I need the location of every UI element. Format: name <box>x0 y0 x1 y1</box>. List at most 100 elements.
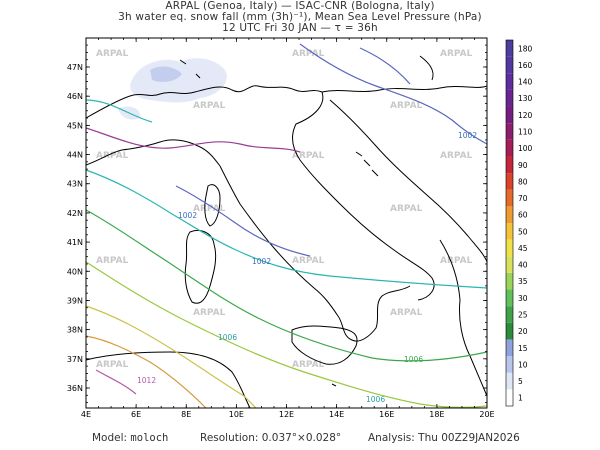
watermark: ARPAL <box>292 49 325 59</box>
colorbar-segment <box>506 89 513 107</box>
colorbar-segment <box>506 239 513 257</box>
isobar-labels: 1002 1002 1002 1006 1006 1006 1012 <box>137 131 477 404</box>
resolution-label: Resolution: <box>200 432 259 444</box>
colorbar-segment <box>506 173 513 190</box>
lat-label: 45N <box>67 121 83 130</box>
longitude-labels: 4E 6E 8E 10E 12E 14E 16E 18E 20E <box>81 410 495 419</box>
lat-label: 44N <box>67 151 83 160</box>
isobar-label: 1002 <box>178 211 197 220</box>
colorbar-segment <box>506 123 513 140</box>
lat-label: 39N <box>67 296 83 305</box>
colorbar-label: 130 <box>518 94 533 103</box>
lat-label: 40N <box>67 267 83 276</box>
lat-label: 37N <box>67 355 83 364</box>
colorbar-label: 140 <box>518 78 533 87</box>
lat-label: 41N <box>67 238 83 247</box>
colorbar-segment <box>506 40 513 57</box>
colorbar-label: 180 <box>518 44 533 53</box>
colorbar-segment <box>506 106 513 124</box>
lat-label: 47N <box>67 63 83 72</box>
colorbar-label: 25 <box>518 311 528 320</box>
analysis-label: Analysis: <box>368 432 415 444</box>
colorbar-label: 50 <box>518 227 528 236</box>
colorbar-segment <box>506 189 513 207</box>
isobars <box>85 43 488 409</box>
colorbar-segment <box>506 56 513 74</box>
watermark: ARPAL <box>440 256 473 266</box>
colorbar-label: 15 <box>518 344 528 353</box>
colorbar-segment <box>506 339 513 357</box>
map-ticks <box>85 38 488 408</box>
watermark: ARPAL <box>193 308 226 318</box>
colorbar-label: 45 <box>518 244 528 253</box>
colorbar-label: 40 <box>518 261 528 270</box>
watermark: ARPAL <box>292 360 325 370</box>
colorbar-segment <box>506 372 513 390</box>
colorbar-label: 80 <box>518 177 528 186</box>
lon-label: 8E <box>181 410 191 419</box>
colorbar-label: 30 <box>518 294 528 303</box>
colorbar-label: 110 <box>518 128 533 137</box>
colorbar-segment <box>506 139 513 157</box>
title-line-3: 12 UTC Fri 30 JAN — τ = 36h <box>222 22 378 34</box>
watermark: ARPAL <box>440 49 473 59</box>
colorbar-segment <box>506 289 513 307</box>
colorbar-label: 35 <box>518 277 528 286</box>
isobar-label: 1002 <box>458 131 477 140</box>
colorbar-segment <box>506 389 513 406</box>
colorbar: 1510152025303540455060708090100110120130… <box>505 39 533 407</box>
isobar-label: 1012 <box>137 376 156 385</box>
lon-label: 18E <box>429 410 444 419</box>
colorbar-segment <box>506 256 513 273</box>
watermark: ARPAL <box>193 101 226 111</box>
lon-label: 6E <box>131 410 141 419</box>
colorbar-segment <box>506 223 513 240</box>
footer-model: Model: moloch <box>92 432 168 444</box>
title-line-1: ARPAL (Genoa, Italy) — ISAC-CNR (Bologna… <box>165 0 435 12</box>
watermark: ARPAL <box>292 151 325 161</box>
lat-label: 42N <box>67 209 83 218</box>
colorbar-segment <box>506 356 513 373</box>
lon-label: 20E <box>479 410 494 419</box>
colorbar-label: 70 <box>518 194 528 203</box>
watermark: ARPAL <box>390 204 423 214</box>
model-value: moloch <box>130 432 169 444</box>
watermark: ARPAL <box>193 204 226 214</box>
footer-analysis: Analysis: Thu 00Z29JAN2026 <box>368 432 520 444</box>
watermark: ARPAL <box>96 256 129 266</box>
lat-label: 43N <box>67 180 83 189</box>
colorbar-segment <box>506 306 513 323</box>
latitude-labels: 36N 37N 38N 39N 40N 41N 42N 43N 44N 45N 46N 47N <box>67 63 83 393</box>
lon-label: 14E <box>329 410 344 419</box>
colorbar-segment <box>506 73 513 90</box>
footer-resolution: Resolution: 0.037°×0.028° <box>200 432 341 444</box>
watermark: ARPAL <box>390 308 423 318</box>
lon-label: 12E <box>279 410 294 419</box>
lon-label: 4E <box>81 410 91 419</box>
resolution-value: 0.037°×0.028° <box>261 432 342 444</box>
colorbar-frame <box>505 39 514 407</box>
isobar-label: 1006 <box>404 355 423 364</box>
colorbar-segment <box>506 272 513 290</box>
colorbar-label: 160 <box>518 61 533 70</box>
forecast-map: ARPAL ARPAL ARPAL ARPAL ARPAL ARPAL ARPA… <box>67 37 533 419</box>
title-line-2: 3h water eq. snow fall (mm (3h)⁻¹), Mean… <box>118 11 482 23</box>
colorbar-label: 20 <box>518 327 528 336</box>
watermark: ARPAL <box>96 151 129 161</box>
analysis-value: Thu 00Z29JAN2026 <box>418 432 520 444</box>
colorbar-label: 120 <box>518 111 533 120</box>
lat-label: 46N <box>67 92 83 101</box>
isobar-label: 1002 <box>252 257 271 266</box>
colorbar-segment <box>506 156 513 174</box>
lat-label: 36N <box>67 384 83 393</box>
watermark: ARPAL <box>96 49 129 59</box>
lon-label: 16E <box>379 410 394 419</box>
colorbar-segment <box>506 206 513 223</box>
coastlines <box>85 55 488 409</box>
isobar-label: 1006 <box>366 395 385 404</box>
isobar-label: 1006 <box>218 333 237 342</box>
watermark: ARPAL <box>440 151 473 161</box>
watermark: ARPAL <box>390 101 423 111</box>
watermarks: ARPAL ARPAL ARPAL ARPAL ARPAL ARPAL ARPA… <box>96 49 473 370</box>
lon-label: 10E <box>229 410 244 419</box>
